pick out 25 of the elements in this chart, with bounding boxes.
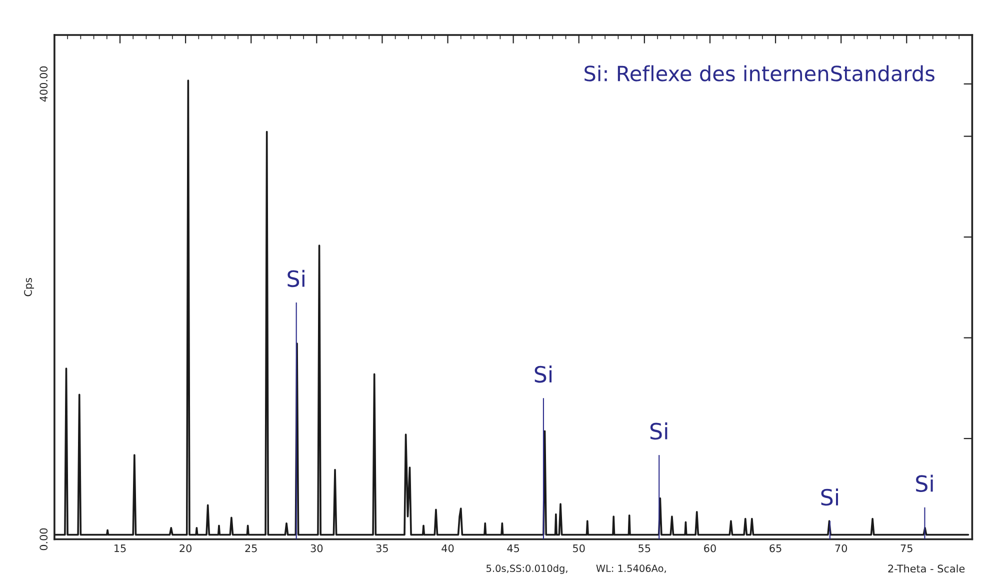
- x-tick-label: 25: [245, 544, 257, 552]
- x-tick-label: 35: [376, 544, 388, 552]
- annotation: Si: [650, 422, 668, 440]
- y-axis-title: Cps: [24, 278, 34, 296]
- x-tick-label: 45: [507, 544, 520, 552]
- x-tick-label: 60: [704, 544, 716, 552]
- x-tick-label: 65: [770, 544, 782, 552]
- annotation: Si: [821, 488, 838, 506]
- y-tick-label: 0.00: [40, 528, 48, 550]
- text: WL: 1.5406Ao,: [596, 564, 666, 574]
- x-axis-title: 2-Theta - Scale: [888, 564, 965, 573]
- x-tick-label: 30: [310, 544, 323, 552]
- annotation: Si: Reflexe des internenStandards: [584, 65, 934, 82]
- x-tick-label: 20: [180, 544, 192, 552]
- x-tick-label: 55: [638, 544, 650, 552]
- x-tick-label: 50: [573, 544, 585, 552]
- x-tick-label: 15: [114, 544, 126, 552]
- annotation: Si: [288, 270, 304, 288]
- x-tick-label: 70: [835, 544, 848, 552]
- x-tick-label: 40: [442, 544, 454, 552]
- text: 5.0s,SS:0.010dg,: [486, 564, 568, 574]
- x-tick-label: 75: [900, 544, 912, 552]
- annotation: Si: [916, 474, 933, 492]
- annotation: Si: [534, 366, 552, 383]
- y-tick-label: 400.00: [40, 66, 48, 102]
